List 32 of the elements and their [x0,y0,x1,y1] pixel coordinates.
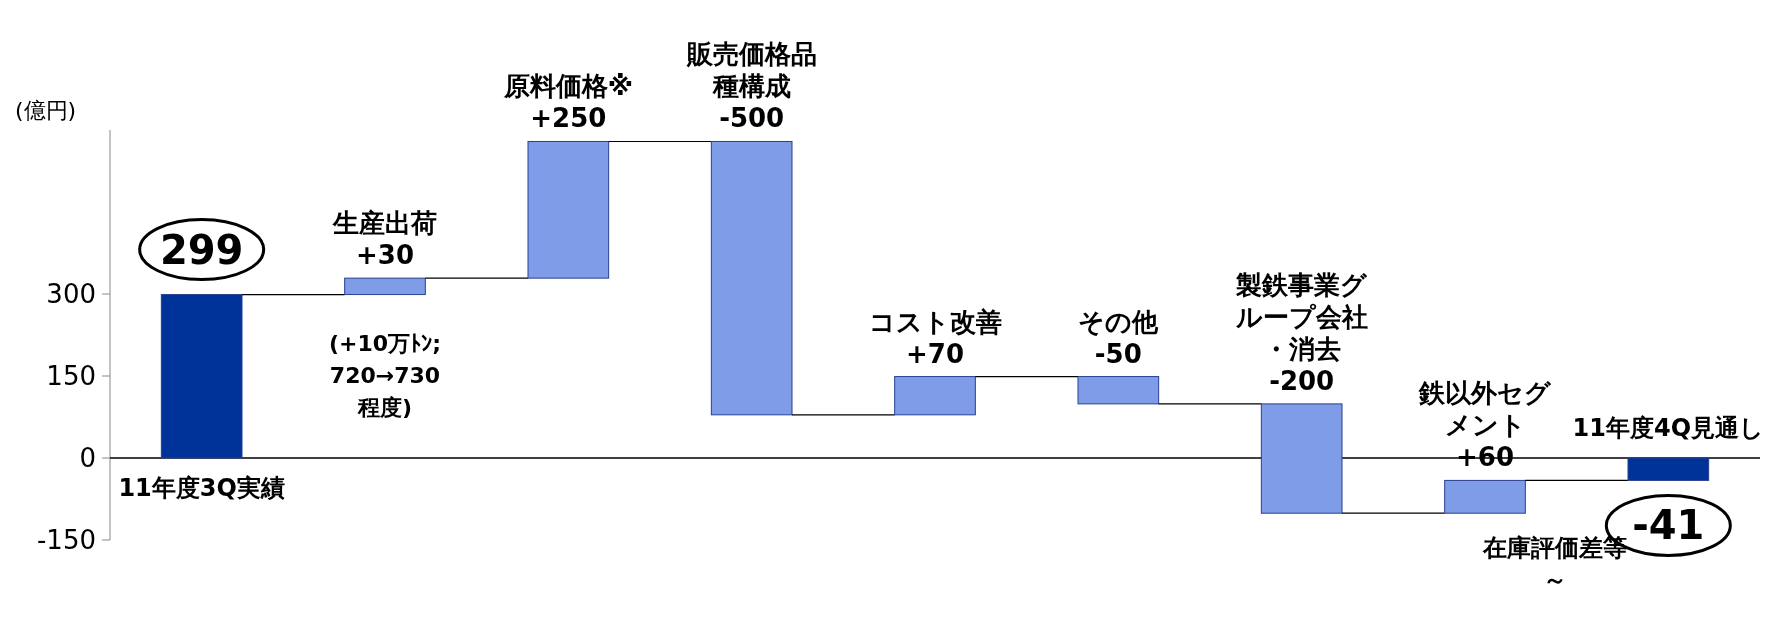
x-tick-label: 11年度4Q見通し [1572,414,1765,442]
x-tick-label: コスト改善 [868,306,1002,337]
y-tick-label: 150 [46,361,96,391]
data-label: -50 [1094,338,1142,369]
data-label: -200 [1269,365,1335,396]
data-label: 299 [159,226,244,273]
bar [1444,479,1526,514]
y-tick-label: 300 [46,279,96,309]
data-label: +70 [906,338,964,369]
bar [894,376,976,416]
bar [710,140,793,416]
data-label: +250 [530,103,607,134]
bar [160,294,243,459]
bar [344,277,426,296]
y-tick-label: 0 [79,443,96,473]
x-tick-label: 鉄以外セグメント [1418,378,1552,441]
data-label: -41 [1632,502,1705,549]
x-tick-label: その他 [1078,306,1160,337]
bar [1627,457,1710,481]
data-label: -500 [719,103,785,134]
x-tick-label: 原料価格※ [502,71,633,102]
bar [1260,403,1343,514]
y-axis-title: (億円) [15,98,77,123]
bar [527,140,610,279]
data-label: +30 [356,240,414,271]
x-tick-label: 生産出荷 [332,208,437,239]
bar [1077,376,1160,405]
x-tick-label: 製鉄事業グループ会社・消去 [1234,269,1369,364]
x-tick-label: 販売価格品種構成 [685,39,817,102]
x-tick-label: 11年度3Q実績 [118,474,285,502]
annotation: (+10万ﾄﾝ;720→730程度) [329,330,441,420]
y-tick-label: -150 [36,525,96,555]
